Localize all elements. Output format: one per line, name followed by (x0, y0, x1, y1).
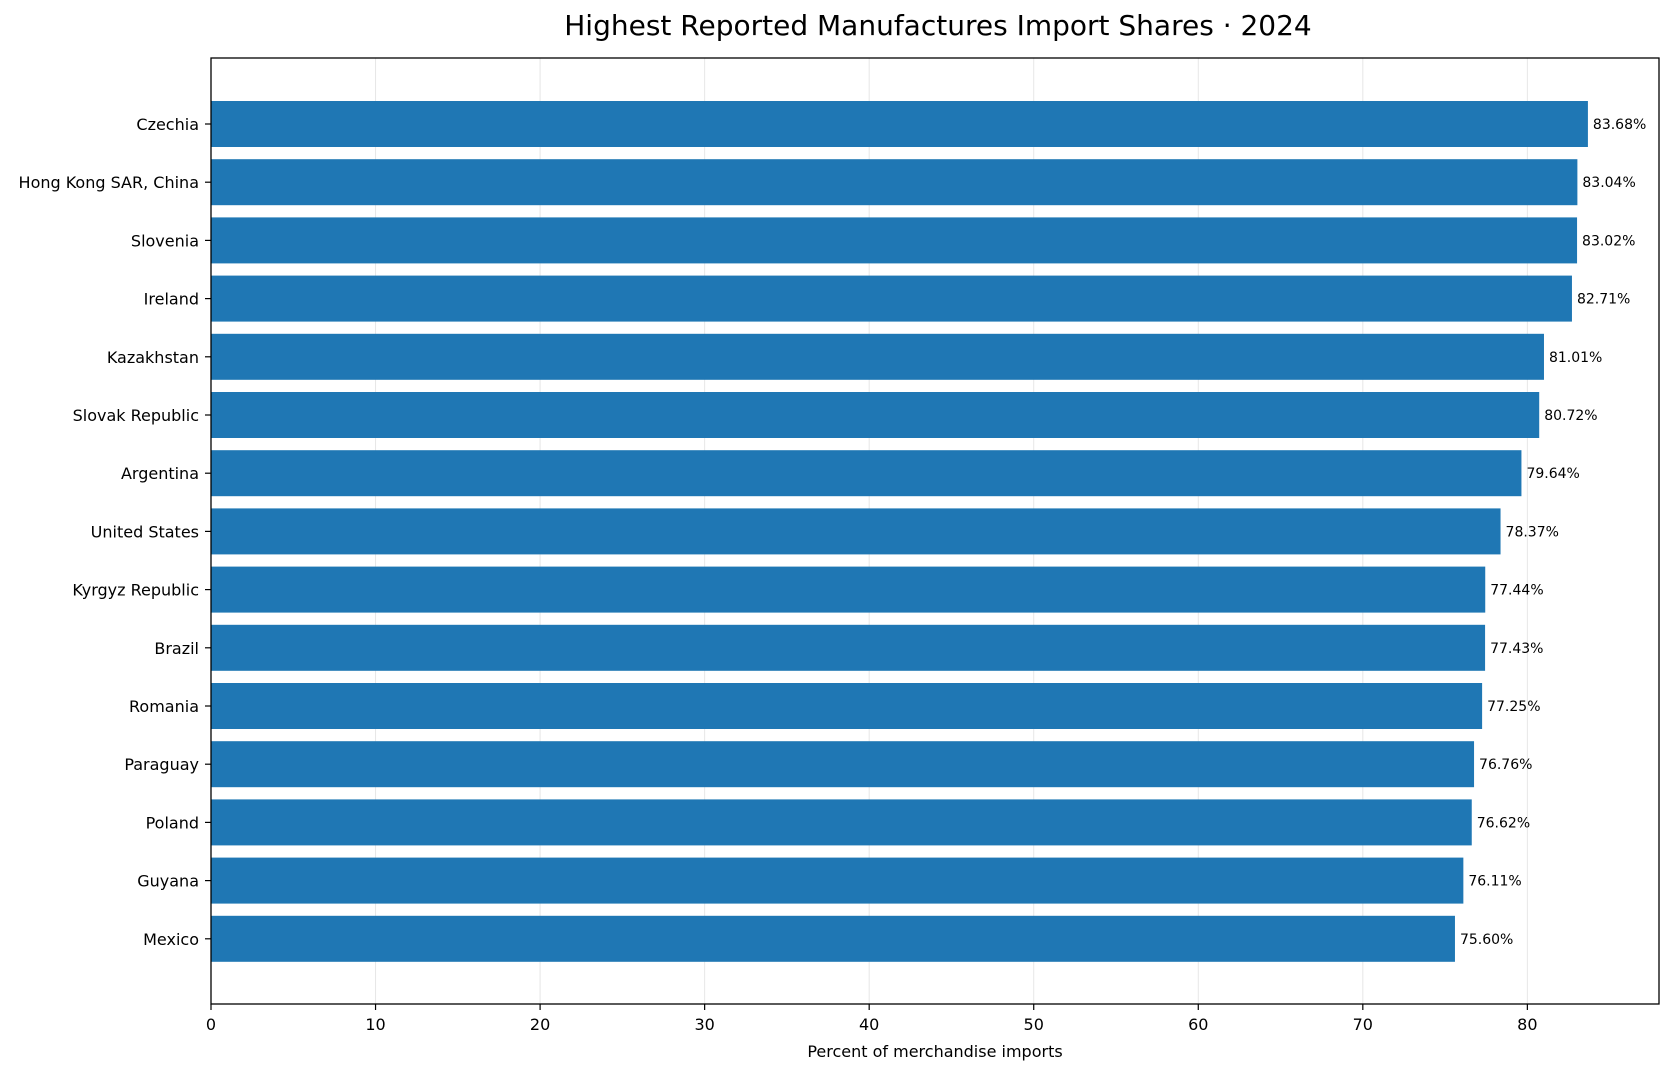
x-axis-title: Percent of merchandise imports (807, 1042, 1062, 1061)
value-labels: 83.68% 83.04% 83.02% 82.71% 81.01% 80.72% 79.6… (1460, 117, 1646, 948)
plot-frame (210, 57, 1660, 1005)
value-label: 76.76% (1479, 757, 1532, 773)
value-label: 83.04% (1582, 175, 1635, 191)
value-label: 76.62% (1477, 815, 1530, 831)
category-label: United States (91, 522, 199, 541)
category-label: Romania (129, 697, 199, 716)
value-label: 79.64% (1526, 466, 1579, 482)
bar (211, 857, 1464, 904)
x-tick-label: 40 (859, 1015, 879, 1034)
category-label: Kyrgyz Republic (72, 581, 199, 600)
value-label: 77.43% (1490, 641, 1543, 657)
bar (211, 799, 1472, 846)
category-label: Poland (146, 813, 199, 832)
bar (211, 624, 1486, 671)
bar (211, 450, 1522, 497)
bar (211, 275, 1572, 322)
x-tick-label: 50 (1024, 1015, 1044, 1034)
category-label: Paraguay (124, 755, 199, 774)
value-label: 82.71% (1577, 292, 1630, 308)
category-label: Slovak Republic (73, 406, 199, 425)
bar (211, 508, 1501, 555)
x-tick-label: 70 (1353, 1015, 1373, 1034)
value-label: 81.01% (1549, 350, 1602, 366)
bar (211, 392, 1540, 438)
value-label: 78.37% (1506, 524, 1559, 540)
x-tick-label: 0 (206, 1015, 216, 1034)
bar (211, 566, 1486, 613)
bar (211, 101, 1588, 147)
value-label: 83.02% (1582, 233, 1635, 249)
category-label: Mexico (143, 930, 199, 949)
bar (211, 741, 1475, 788)
category-label: Kazakhstan (107, 348, 199, 367)
bar (211, 915, 1455, 962)
x-tick-label: 20 (530, 1015, 550, 1034)
category-label: Argentina (121, 464, 199, 483)
x-tick-label: 10 (365, 1015, 385, 1034)
bar (211, 333, 1544, 380)
category-label: Brazil (154, 639, 199, 658)
value-label: 76.11% (1468, 874, 1521, 890)
chart-title: Highest Reported Manufactures Import Sha… (564, 9, 1312, 42)
category-label: Slovenia (131, 231, 199, 250)
bar (211, 217, 1578, 264)
bars (211, 101, 1588, 962)
bar (211, 159, 1578, 206)
category-labels: Czechia Hong Kong SAR, China Slovenia Irela… (19, 115, 199, 949)
category-label: Czechia (136, 115, 199, 134)
value-label: 83.68% (1593, 117, 1646, 133)
x-tick-label: 60 (1188, 1015, 1208, 1034)
category-label: Hong Kong SAR, China (19, 173, 199, 192)
category-label: Ireland (144, 290, 199, 309)
x-tick-label: 30 (694, 1015, 714, 1034)
value-label: 77.44% (1490, 583, 1543, 599)
value-label: 75.60% (1460, 932, 1513, 948)
x-tick-label: 80 (1517, 1015, 1537, 1034)
category-label: Guyana (137, 872, 199, 891)
x-axis-ticks: 0 10 20 30 40 50 60 70 80 (205, 123, 1538, 1034)
value-label: 80.72% (1544, 408, 1597, 424)
value-label: 77.25% (1487, 699, 1540, 715)
bar (211, 683, 1483, 729)
